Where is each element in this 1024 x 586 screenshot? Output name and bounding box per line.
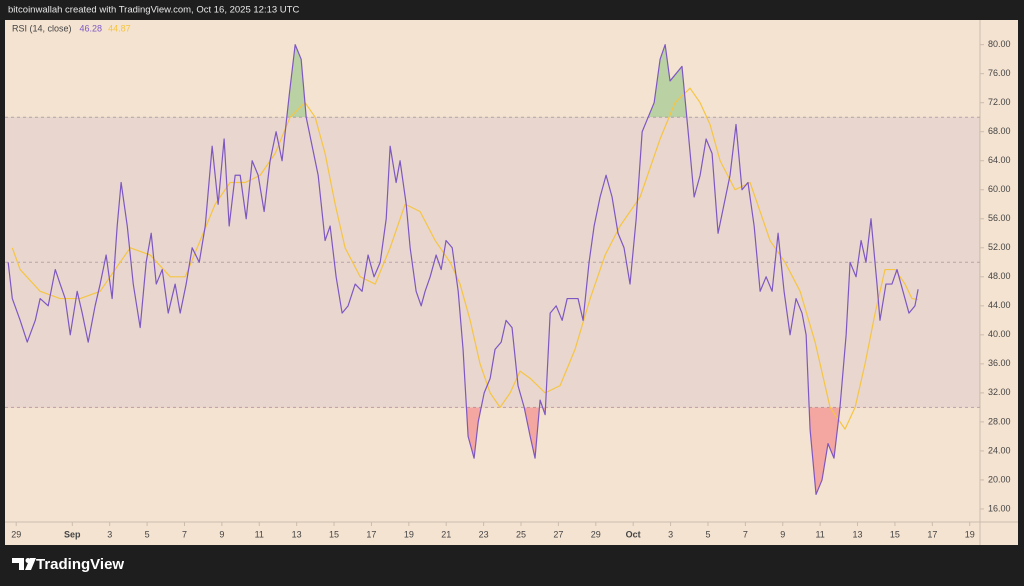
x-tick-label: 19 bbox=[965, 529, 975, 539]
y-tick-label: 80.00 bbox=[988, 39, 1011, 49]
y-tick-label: 28.00 bbox=[988, 416, 1011, 426]
x-tick-label: 21 bbox=[441, 529, 451, 539]
brand-icon bbox=[12, 558, 36, 570]
x-tick-label: 27 bbox=[553, 529, 563, 539]
x-tick-label: 13 bbox=[292, 529, 302, 539]
y-tick-label: 48.00 bbox=[988, 271, 1011, 281]
axes: 16.00 20.00 24.00 28.00 32.00 36.00 40.00 44.00… bbox=[11, 39, 1010, 539]
x-tick-label: 11 bbox=[255, 529, 264, 539]
x-tick-label: 25 bbox=[516, 529, 526, 539]
x-tick-label: 3 bbox=[668, 529, 673, 539]
y-tick-label: 36.00 bbox=[988, 358, 1011, 368]
legend-title: RSI (14, close) bbox=[12, 23, 72, 33]
x-tick-label: 19 bbox=[404, 529, 414, 539]
legend: RSI (14, close) 46.28 44.87 bbox=[12, 23, 131, 33]
x-tick-label: Oct bbox=[626, 529, 641, 539]
header: bitcoinwallah created with TradingView.c… bbox=[8, 5, 299, 16]
x-tick-label: 13 bbox=[853, 529, 863, 539]
x-tick-label: 3 bbox=[107, 529, 112, 539]
x-tick-label: 17 bbox=[366, 529, 376, 539]
oversold-group bbox=[8, 407, 919, 495]
x-tick-label: 9 bbox=[780, 529, 785, 539]
y-tick-label: 52.00 bbox=[988, 242, 1011, 252]
x-tick-label: 23 bbox=[479, 529, 489, 539]
brand-logo: TradingView bbox=[12, 556, 124, 573]
x-tick-label: 9 bbox=[219, 529, 224, 539]
y-tick-label: 72.00 bbox=[988, 97, 1011, 107]
y-tick-label: 40.00 bbox=[988, 329, 1011, 339]
x-tick-label: 5 bbox=[705, 529, 710, 539]
x-tick-label: 29 bbox=[11, 529, 21, 539]
x-tick-label: 7 bbox=[182, 529, 187, 539]
series-line bbox=[11, 87, 919, 430]
legend-value: 44.87 bbox=[108, 23, 131, 33]
x-tick-label: 29 bbox=[591, 529, 601, 539]
x-tick-label: 15 bbox=[329, 529, 339, 539]
y-tick-label: 24.00 bbox=[988, 445, 1011, 455]
y-tick-label: 44.00 bbox=[988, 300, 1011, 310]
x-tick-label: 15 bbox=[890, 529, 900, 539]
x-tick-label: 17 bbox=[927, 529, 937, 539]
legend-value: 46.28 bbox=[80, 23, 103, 33]
y-tick-label: 32.00 bbox=[988, 387, 1011, 397]
y-tick-label: 64.00 bbox=[988, 155, 1011, 165]
y-tick-label: 56.00 bbox=[988, 213, 1011, 223]
oversold-fill bbox=[8, 407, 919, 495]
y-tick-label: 76.00 bbox=[988, 68, 1011, 78]
brand-name: TradingView bbox=[36, 556, 124, 573]
y-tick-label: 68.00 bbox=[988, 126, 1011, 136]
x-tick-label: 7 bbox=[743, 529, 748, 539]
y-tick-label: 20.00 bbox=[988, 474, 1011, 484]
y-tick-label: 16.00 bbox=[988, 503, 1011, 513]
x-tick-label: 5 bbox=[145, 529, 150, 539]
y-tick-label: 60.00 bbox=[988, 184, 1011, 194]
plot-area bbox=[5, 44, 980, 496]
x-tick-label: 11 bbox=[815, 529, 824, 539]
series-line bbox=[7, 44, 919, 496]
x-tick-label: Sep bbox=[64, 529, 81, 539]
